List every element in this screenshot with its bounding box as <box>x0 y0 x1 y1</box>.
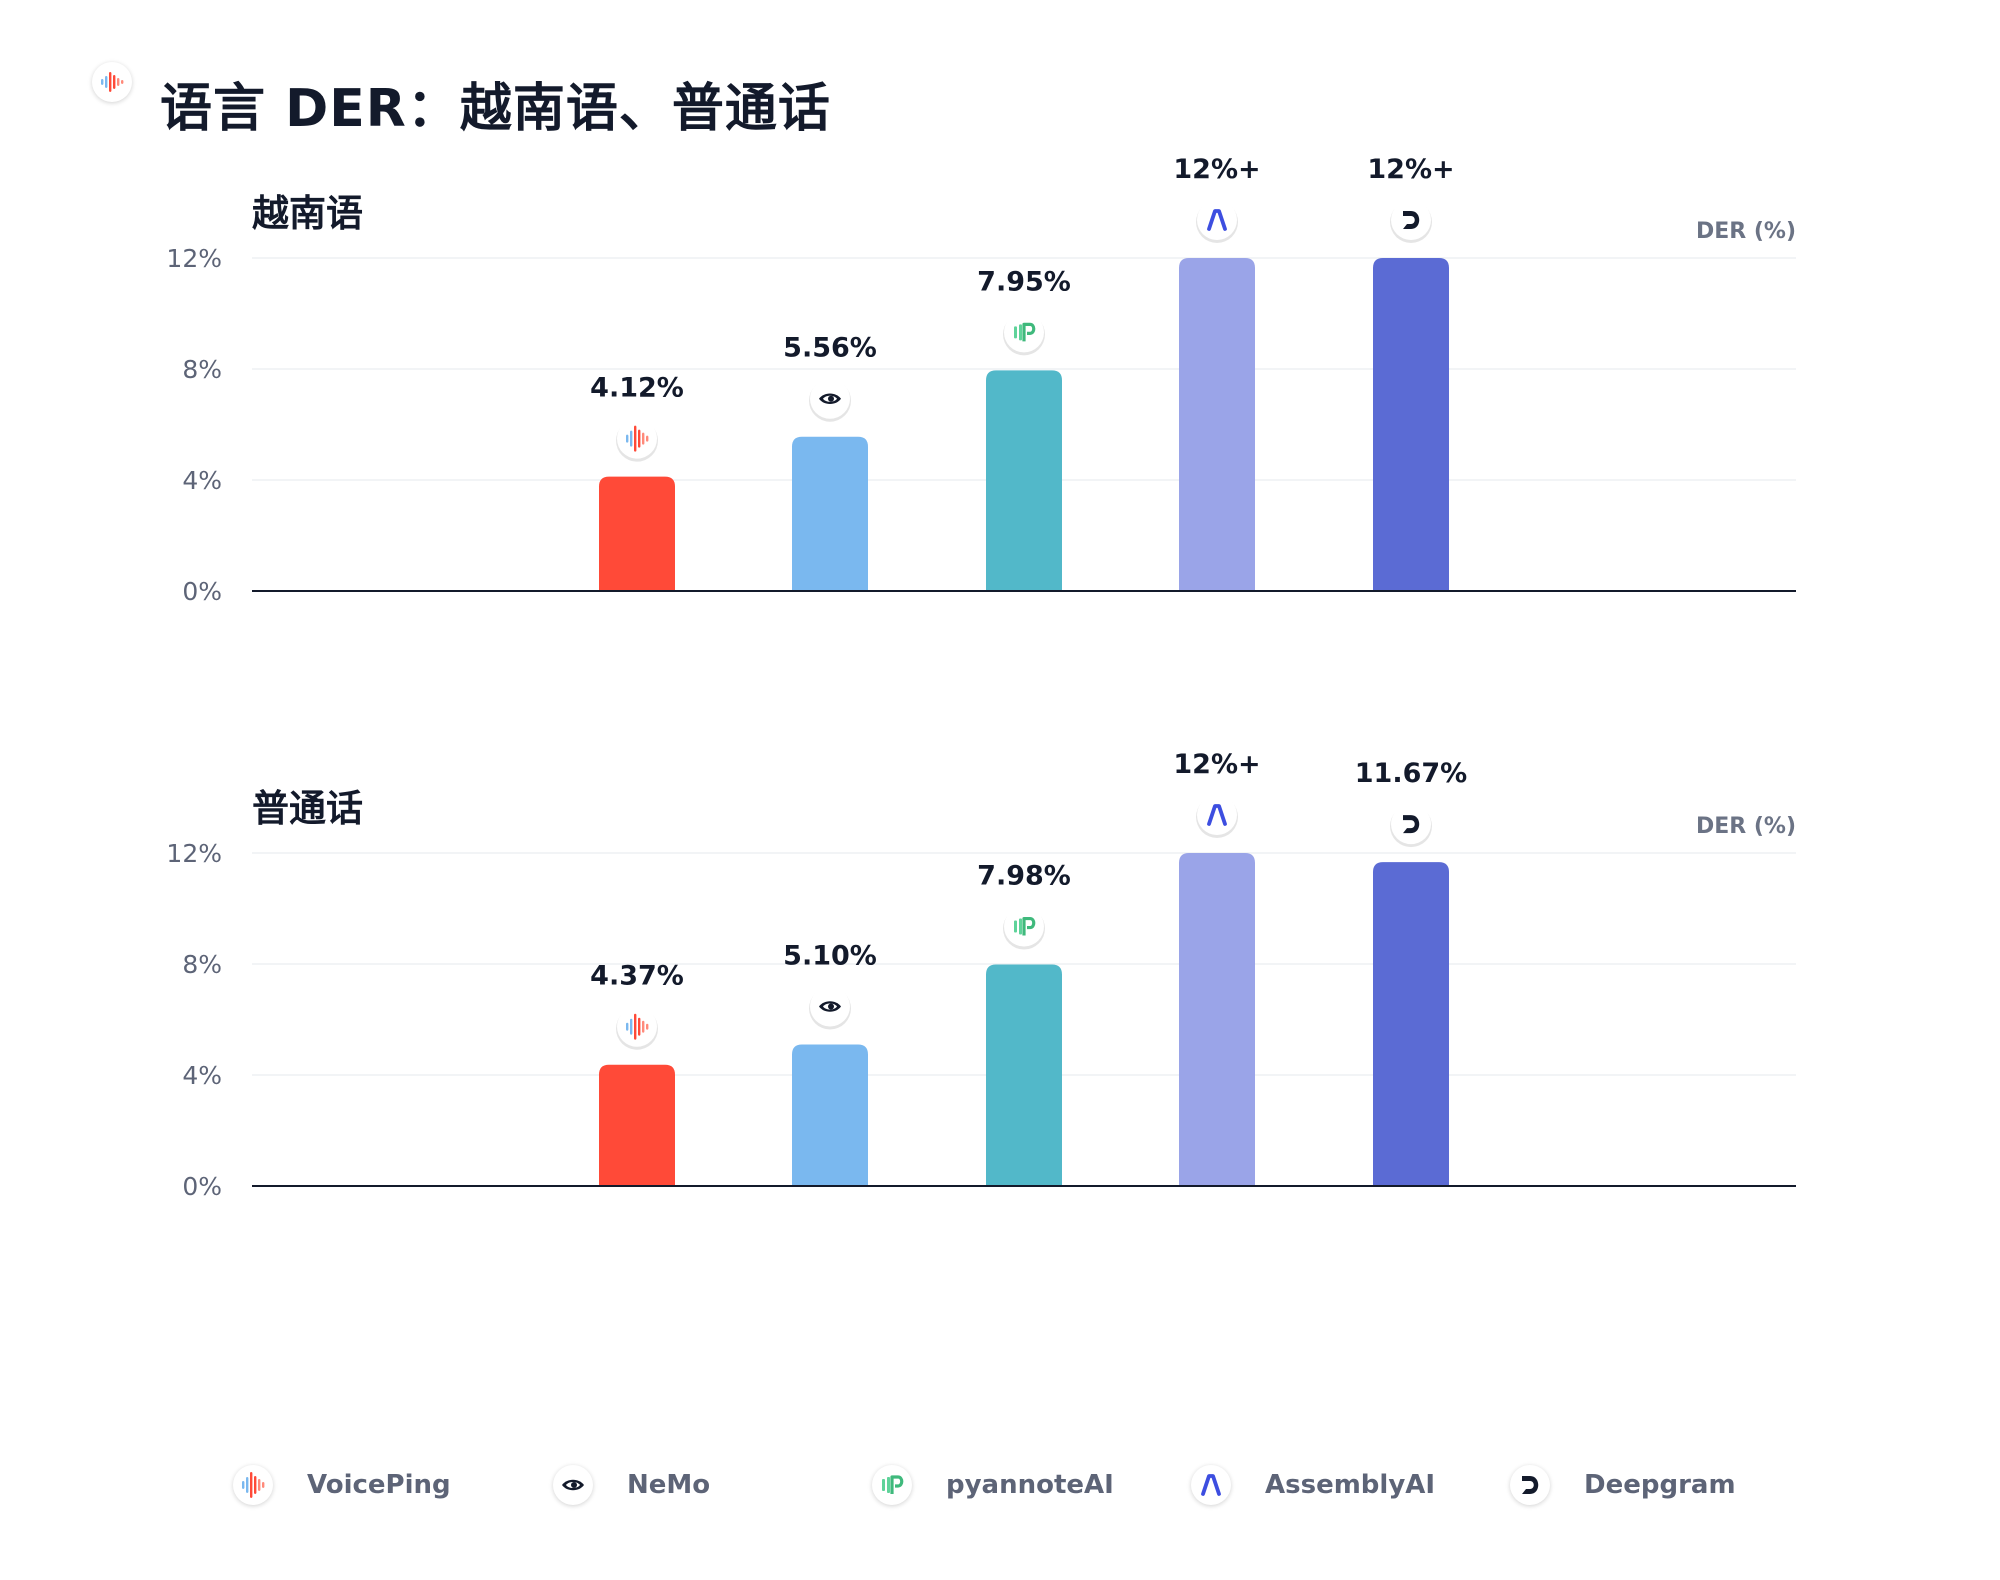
chart-1: 越南语 DER (%) 0% 4% 8% 12% 4.12% 5.56% 7.95% 12%+ 12… <box>166 154 1796 606</box>
assemblyai-lambda-icon <box>1191 1465 1231 1505</box>
bar-pyannoteai <box>986 370 1062 591</box>
voiceping-logo-icon <box>92 62 132 102</box>
voiceping-waveform-icon <box>616 418 658 462</box>
y-axis-unit-label: DER (%) <box>1696 814 1796 839</box>
pyannote-p-icon <box>1003 906 1045 950</box>
y-tick-label: 12% <box>166 839 222 868</box>
voiceping-waveform-icon <box>616 1006 658 1050</box>
nvidia-eye-icon <box>809 986 851 1030</box>
legend-label: Deepgram <box>1584 1470 1736 1500</box>
y-tick-label: 4% <box>182 466 222 495</box>
bar-voiceping <box>599 1064 675 1186</box>
data-label: 12%+ <box>1367 154 1454 185</box>
chart-2: 普通话 DER (%) 0% 4% 8% 12% 4.37% 5.10% 7.98% 12%+ 11… <box>166 749 1796 1201</box>
bar-deepgram <box>1373 862 1449 1186</box>
data-label: 12%+ <box>1173 154 1260 185</box>
data-label: 5.10% <box>783 940 877 971</box>
deepgram-d-icon <box>1390 804 1432 848</box>
y-tick-label: 8% <box>182 950 222 979</box>
deepgram-d-icon <box>1390 200 1432 243</box>
bar-pyannoteai <box>986 964 1062 1186</box>
nvidia-eye-icon <box>809 378 851 422</box>
chart-title: 普通话 <box>252 787 363 830</box>
legend-item-voiceping: VoicePing <box>233 1465 451 1505</box>
data-label: 4.12% <box>590 373 684 404</box>
y-tick-label: 0% <box>182 577 222 606</box>
assemblyai-lambda-icon <box>1196 795 1238 838</box>
data-label: 7.98% <box>977 861 1071 892</box>
pyannote-p-icon <box>1003 312 1045 356</box>
data-label: 7.95% <box>977 266 1071 297</box>
bar-assemblyai <box>1179 853 1255 1186</box>
bar-assemblyai <box>1179 258 1255 591</box>
legend-label: VoicePing <box>307 1470 451 1500</box>
bar-charts: 越南语 DER (%) 0% 4% 8% 12% 4.12% 5.56% 7.95% 12%+ 12… <box>166 154 1796 1201</box>
bar-voiceping <box>599 476 675 591</box>
y-axis-unit-label: DER (%) <box>1696 219 1796 244</box>
nvidia-eye-icon <box>553 1465 593 1505</box>
title-logo-wrap <box>92 62 132 102</box>
legend-item-nemo: NeMo <box>553 1465 710 1505</box>
voiceping-waveform-icon <box>233 1465 273 1505</box>
deepgram-d-icon <box>1510 1465 1550 1505</box>
data-label: 12%+ <box>1173 749 1260 780</box>
page-title: 语言 DER：越南语、普通话 <box>160 79 831 139</box>
legend-item-pyannoteai: pyannoteAI <box>872 1465 1114 1505</box>
legend-item-deepgram: Deepgram <box>1510 1465 1736 1505</box>
legend-label: NeMo <box>627 1470 711 1500</box>
legend-label: AssemblyAI <box>1265 1470 1436 1500</box>
bar-nemo <box>792 436 868 591</box>
data-label: 5.56% <box>783 333 877 364</box>
legend-label: pyannoteAI <box>946 1470 1114 1500</box>
bar-deepgram <box>1373 258 1449 591</box>
data-label: 4.37% <box>590 961 684 992</box>
data-label: 11.67% <box>1355 758 1467 789</box>
legend-item-assemblyai: AssemblyAI <box>1191 1465 1435 1505</box>
y-tick-label: 12% <box>166 244 222 273</box>
legend: VoicePing NeMo pyannoteAI AssemblyAI Deepgra… <box>0 1465 2000 1525</box>
y-tick-label: 4% <box>182 1061 222 1090</box>
chart-title: 越南语 <box>252 192 363 235</box>
y-tick-label: 8% <box>182 355 222 384</box>
pyannote-p-icon <box>872 1465 912 1505</box>
y-tick-label: 0% <box>182 1172 222 1201</box>
assemblyai-lambda-icon <box>1196 200 1238 243</box>
bar-nemo <box>792 1044 868 1186</box>
